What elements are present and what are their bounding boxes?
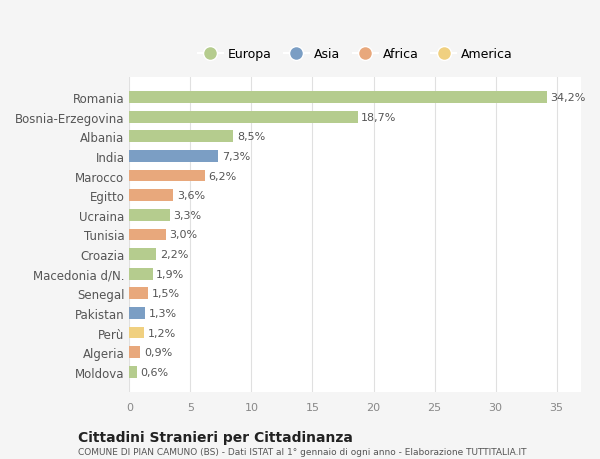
- Bar: [130, 288, 148, 300]
- Text: 34,2%: 34,2%: [551, 93, 586, 103]
- Text: 1,5%: 1,5%: [151, 289, 179, 299]
- Bar: [130, 209, 170, 221]
- Text: 1,2%: 1,2%: [148, 328, 176, 338]
- Text: 3,6%: 3,6%: [177, 191, 205, 201]
- Bar: [130, 229, 166, 241]
- Bar: [130, 268, 152, 280]
- Bar: [130, 327, 144, 339]
- Text: 1,9%: 1,9%: [156, 269, 184, 279]
- Legend: Europa, Asia, Africa, America: Europa, Asia, Africa, America: [193, 43, 518, 66]
- Bar: [130, 308, 145, 319]
- Text: 0,6%: 0,6%: [140, 367, 169, 377]
- Bar: [130, 92, 547, 104]
- Text: 1,3%: 1,3%: [149, 308, 177, 318]
- Bar: [130, 170, 205, 182]
- Text: COMUNE DI PIAN CAMUNO (BS) - Dati ISTAT al 1° gennaio di ogni anno - Elaborazion: COMUNE DI PIAN CAMUNO (BS) - Dati ISTAT …: [78, 448, 527, 456]
- Text: 18,7%: 18,7%: [361, 112, 397, 123]
- Text: 7,3%: 7,3%: [222, 151, 250, 162]
- Text: 2,2%: 2,2%: [160, 250, 188, 259]
- Bar: [130, 151, 218, 162]
- Bar: [130, 249, 156, 260]
- Text: 3,3%: 3,3%: [173, 210, 202, 220]
- Text: 6,2%: 6,2%: [209, 171, 237, 181]
- Bar: [130, 131, 233, 143]
- Bar: [130, 366, 137, 378]
- Text: 3,0%: 3,0%: [170, 230, 198, 240]
- Text: 8,5%: 8,5%: [237, 132, 265, 142]
- Text: Cittadini Stranieri per Cittadinanza: Cittadini Stranieri per Cittadinanza: [78, 430, 353, 444]
- Text: 0,9%: 0,9%: [144, 347, 172, 358]
- Bar: [130, 112, 358, 123]
- Bar: [130, 190, 173, 202]
- Bar: [130, 347, 140, 358]
